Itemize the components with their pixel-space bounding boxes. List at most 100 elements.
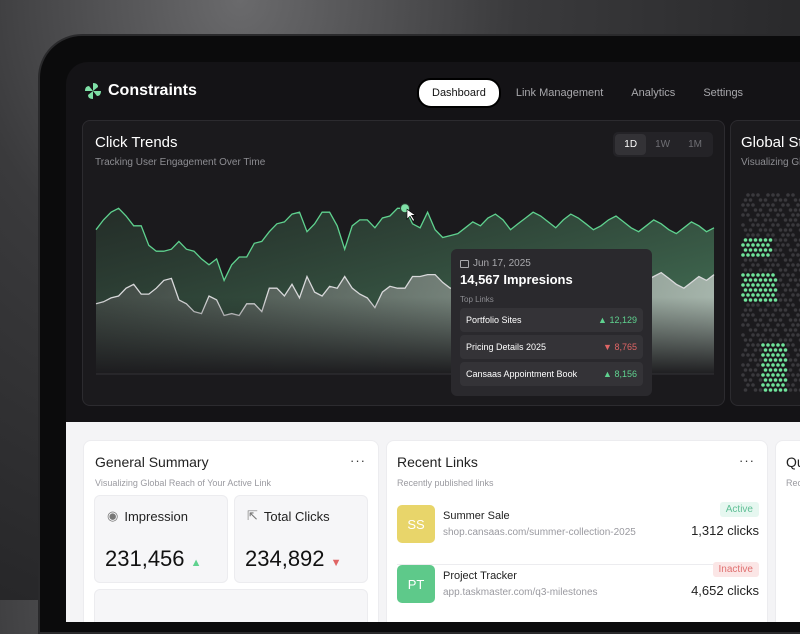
map-dot	[746, 313, 750, 317]
map-dot	[768, 318, 773, 322]
map-dot	[741, 273, 745, 277]
map-dot	[793, 278, 798, 282]
general-summary-card: General Summary Visualizing Global Reach…	[83, 440, 379, 622]
map-dot	[746, 203, 750, 207]
link-name: Cansaas Appointment Book	[466, 369, 578, 379]
map-dot	[771, 273, 775, 277]
map-dot	[778, 268, 783, 272]
map-dot	[766, 343, 770, 347]
map-dot	[748, 218, 753, 222]
map-dot	[763, 348, 768, 352]
map-dot	[741, 213, 745, 217]
recent-title: Recent Links	[397, 454, 478, 470]
map-dot	[751, 383, 755, 387]
map-dot	[791, 373, 795, 377]
map-dot	[791, 383, 795, 387]
more-options-icon[interactable]: ···	[739, 453, 755, 468]
map-dot	[778, 368, 783, 372]
map-dot	[791, 303, 795, 307]
map-dot	[796, 203, 800, 207]
map-dot	[796, 223, 800, 227]
map-dot	[796, 253, 800, 257]
map-dot	[773, 278, 778, 282]
map-dot	[778, 318, 783, 322]
brand[interactable]: Constraints	[84, 82, 197, 100]
map-dot	[746, 293, 750, 297]
map-dot	[743, 198, 748, 202]
map-dot	[788, 318, 793, 322]
map-dot	[791, 253, 795, 257]
map-dot	[741, 263, 745, 267]
map-dot	[773, 348, 778, 352]
map-dot	[743, 318, 748, 322]
range-1d[interactable]: 1D	[615, 134, 647, 155]
map-dot	[771, 313, 775, 317]
map-dot	[753, 288, 758, 292]
tab-settings[interactable]: Settings	[703, 87, 744, 99]
range-1w[interactable]: 1W	[655, 139, 671, 150]
map-dot	[786, 263, 790, 267]
map-dot	[773, 208, 778, 212]
map-dot	[773, 388, 778, 392]
map-dot	[763, 328, 768, 332]
map-dot	[743, 238, 748, 242]
map-dot	[761, 323, 765, 327]
map-dot	[741, 243, 745, 247]
dot-world-map[interactable]	[739, 191, 800, 401]
map-dot	[741, 353, 745, 357]
map-dot	[756, 363, 760, 367]
map-dot	[751, 203, 755, 207]
map-dot	[781, 253, 785, 257]
map-dot	[758, 378, 763, 382]
map-dot	[743, 248, 748, 252]
recent-subtitle: Recently published links	[397, 478, 494, 488]
map-dot	[758, 288, 763, 292]
map-dot	[756, 343, 760, 347]
map-dot	[753, 208, 758, 212]
link-name: Pricing Details 2025	[466, 342, 547, 352]
recent-link-item[interactable]: SS Summer Sale shop.cansaas.com/summer-c…	[397, 502, 759, 565]
map-dot	[768, 268, 773, 272]
map-dot	[741, 363, 745, 367]
map-dot	[786, 373, 790, 377]
map-dot	[758, 318, 763, 322]
map-dot	[783, 258, 788, 262]
map-dot	[746, 233, 750, 237]
map-dot	[746, 253, 750, 257]
status-badge: Inactive	[712, 562, 759, 577]
recent-link-item[interactable]: PT Project Tracker app.taskmaster.com/q3…	[397, 562, 759, 622]
map-dot	[783, 378, 788, 382]
map-dot	[761, 283, 765, 287]
map-dot	[746, 273, 750, 277]
map-dot	[751, 263, 755, 267]
map-dot	[751, 283, 755, 287]
map-dot	[781, 293, 785, 297]
map-dot	[753, 388, 758, 392]
map-dot	[743, 208, 748, 212]
map-dot	[756, 233, 760, 237]
map-dot	[768, 298, 773, 302]
map-dot	[746, 323, 750, 327]
link-url: shop.cansaas.com/summer-collection-2025	[443, 527, 636, 538]
main-nav: Dashboard Link Management Analytics Sett…	[417, 78, 758, 108]
map-dot	[766, 253, 770, 257]
map-dot	[778, 378, 783, 382]
map-dot	[778, 348, 783, 352]
map-dot	[761, 213, 765, 217]
map-dot	[751, 303, 755, 307]
map-dot	[766, 303, 770, 307]
map-dot	[768, 378, 773, 382]
map-dot	[793, 318, 798, 322]
map-dot	[796, 363, 800, 367]
map-dot	[756, 323, 760, 327]
tab-link-management[interactable]: Link Management	[515, 87, 604, 99]
map-dot	[783, 298, 788, 302]
map-dot	[781, 213, 785, 217]
map-dot	[746, 283, 750, 287]
tab-analytics[interactable]: Analytics	[631, 87, 676, 99]
range-1m[interactable]: 1M	[688, 139, 702, 150]
map-dot	[768, 218, 773, 222]
more-options-icon[interactable]: ···	[350, 453, 366, 468]
tab-dashboard[interactable]: Dashboard	[417, 78, 501, 108]
map-dot	[743, 228, 748, 232]
